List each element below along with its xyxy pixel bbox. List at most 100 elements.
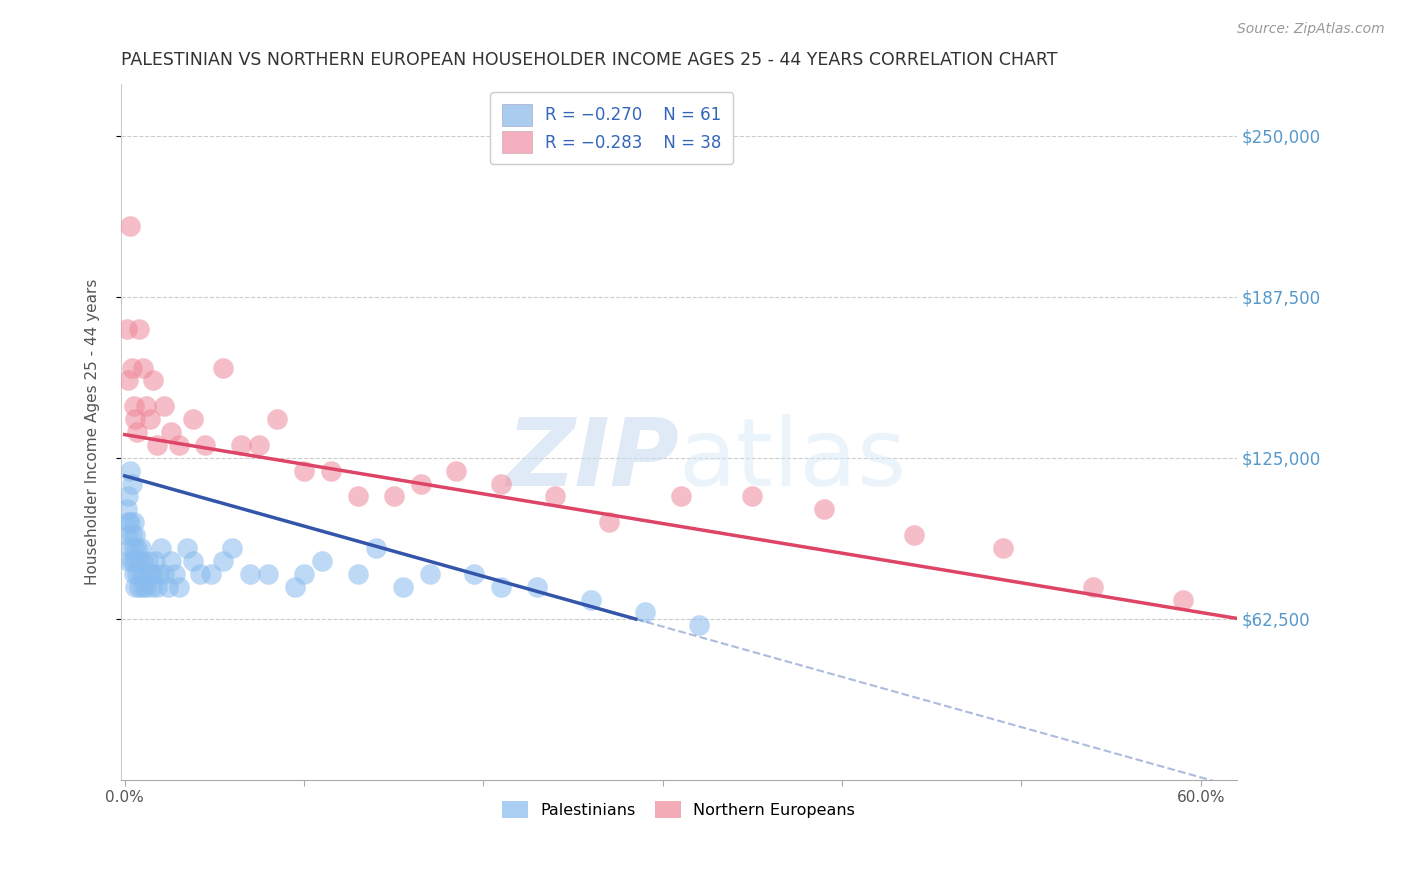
Point [741, 490, 763, 504]
Point [129, 541, 152, 555]
Point [463, 566, 485, 581]
Y-axis label: Householder Income Ages 25 - 44 years: Householder Income Ages 25 - 44 years [86, 279, 100, 585]
Point [131, 580, 153, 594]
Point [212, 360, 235, 375]
Point [127, 541, 149, 555]
Point [993, 541, 1015, 555]
Point [139, 566, 162, 581]
Point [160, 554, 183, 568]
Point [284, 580, 307, 594]
Point [122, 515, 145, 529]
Point [117, 515, 139, 529]
Point [634, 606, 657, 620]
Point [120, 515, 142, 529]
Point [139, 412, 162, 426]
Point [419, 566, 441, 581]
Point [122, 399, 145, 413]
Point [409, 476, 432, 491]
Point [364, 541, 387, 555]
Point [124, 412, 146, 426]
Point [117, 374, 139, 388]
Point [200, 566, 222, 581]
Point [813, 502, 835, 516]
Point [319, 464, 342, 478]
Point [181, 412, 204, 426]
Point [167, 580, 190, 594]
Point [544, 490, 567, 504]
Point [598, 515, 620, 529]
Point [181, 554, 204, 568]
Text: Source: ZipAtlas.com: Source: ZipAtlas.com [1237, 22, 1385, 37]
Point [124, 580, 146, 594]
Point [122, 541, 145, 555]
Text: atlas: atlas [679, 414, 907, 506]
Text: ZIP: ZIP [506, 414, 679, 506]
Point [131, 360, 153, 375]
Point [526, 580, 548, 594]
Point [136, 554, 159, 568]
Point [115, 528, 138, 542]
Point [146, 438, 169, 452]
Point [382, 490, 405, 504]
Point [120, 464, 142, 478]
Point [149, 541, 172, 555]
Point [1171, 592, 1194, 607]
Point [117, 490, 139, 504]
Point [239, 566, 262, 581]
Point [135, 580, 157, 594]
Point [115, 322, 138, 336]
Point [292, 464, 315, 478]
Point [135, 399, 157, 413]
Point [121, 528, 143, 542]
Point [142, 566, 165, 581]
Point [347, 566, 370, 581]
Point [127, 425, 149, 439]
Point [311, 554, 333, 568]
Point [903, 528, 925, 542]
Point [391, 580, 413, 594]
Point [142, 374, 165, 388]
Point [347, 490, 370, 504]
Point [163, 566, 186, 581]
Point [124, 528, 146, 542]
Point [115, 502, 138, 516]
Point [124, 554, 146, 568]
Point [688, 618, 710, 632]
Point [266, 412, 288, 426]
Point [292, 566, 315, 581]
Point [121, 476, 143, 491]
Point [153, 399, 176, 413]
Point [221, 541, 243, 555]
Point [134, 566, 156, 581]
Point [128, 322, 150, 336]
Point [120, 219, 142, 233]
Point [491, 580, 513, 594]
Point [120, 541, 142, 555]
Point [446, 464, 468, 478]
Point [131, 554, 153, 568]
Point [128, 580, 150, 594]
Point [121, 554, 143, 568]
Legend: Palestinians, Northern Europeans: Palestinians, Northern Europeans [496, 795, 862, 824]
Point [143, 554, 166, 568]
Point [146, 580, 169, 594]
Point [156, 580, 179, 594]
Point [148, 566, 170, 581]
Point [212, 554, 235, 568]
Point [194, 438, 217, 452]
Point [1081, 580, 1104, 594]
Point [257, 566, 280, 581]
Point [160, 425, 183, 439]
Point [167, 438, 190, 452]
Point [579, 592, 602, 607]
Text: PALESTINIAN VS NORTHERN EUROPEAN HOUSEHOLDER INCOME AGES 25 - 44 YEARS CORRELATI: PALESTINIAN VS NORTHERN EUROPEAN HOUSEHO… [121, 51, 1057, 69]
Point [247, 438, 270, 452]
Point [176, 541, 198, 555]
Point [128, 554, 150, 568]
Point [231, 438, 253, 452]
Point [129, 566, 152, 581]
Point [121, 360, 143, 375]
Point [141, 580, 163, 594]
Point [188, 566, 211, 581]
Point [127, 566, 149, 581]
